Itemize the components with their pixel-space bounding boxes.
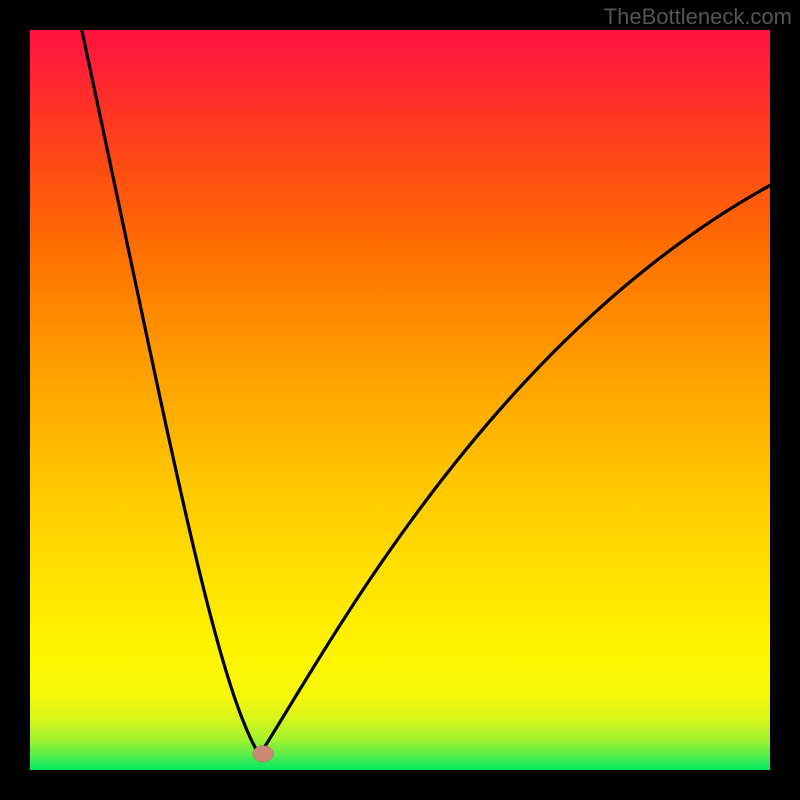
bottleneck-chart: TheBottleneck.com (0, 0, 800, 800)
plot-background (30, 30, 770, 770)
chart-svg (0, 0, 800, 800)
optimal-marker (253, 746, 274, 762)
watermark-text: TheBottleneck.com (604, 4, 792, 30)
